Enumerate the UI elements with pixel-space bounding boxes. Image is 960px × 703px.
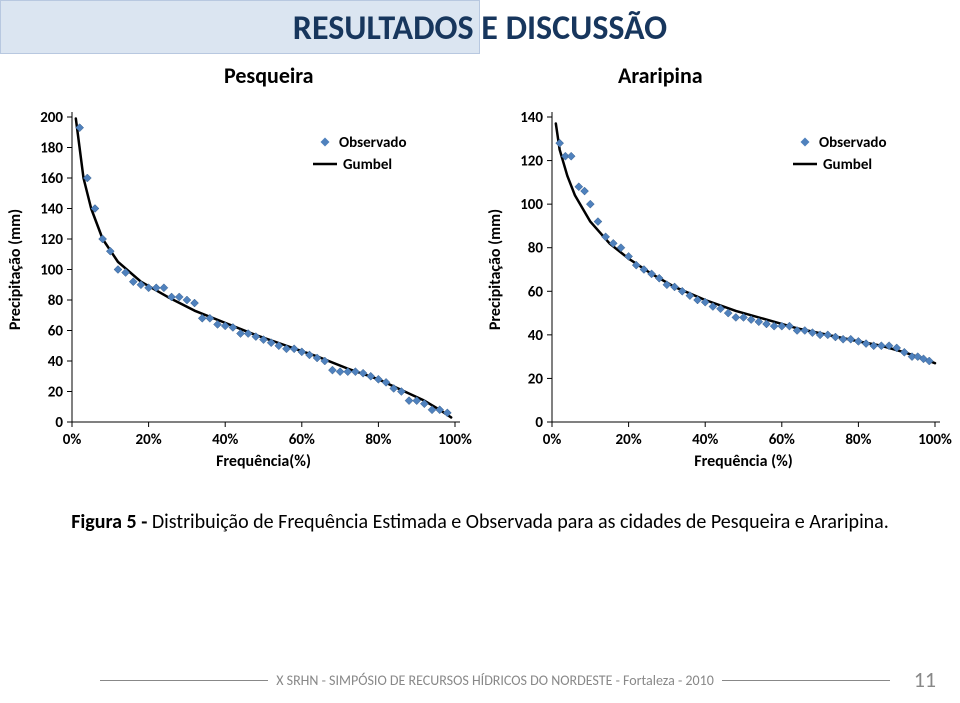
svg-text:160: 160 (40, 170, 63, 188)
subtitle-row: Pesqueira Araripina (0, 62, 960, 98)
svg-text:Observado: Observado (339, 134, 407, 152)
svg-text:80%: 80% (365, 431, 391, 449)
svg-text:40: 40 (48, 353, 64, 371)
svg-text:20: 20 (528, 370, 544, 388)
charts-row: 0204060801001201401601802000%20%40%60%80… (0, 102, 960, 482)
chart-left-cell: 0 20 40 60 80 100 120 140 160 180 200 0% 20% 40% 60% 80… (0, 102, 480, 482)
svg-text:0: 0 (535, 414, 543, 432)
footer: X SRHN - SIMPÓSIO DE RECURSOS HÍDRICOS D… (0, 672, 960, 689)
caption-body: Distribuição de Frequência Estimada e Ob… (152, 510, 889, 534)
svg-text:120: 120 (40, 231, 63, 249)
svg-text:80%: 80% (845, 431, 871, 449)
chart-left: 0 20 40 60 80 100 120 140 160 180 200 0% 20% 40% 60% 80… (0, 102, 480, 482)
chart-right: 0 20 40 60 80 100 120 140 0% 20% 40% 60% 80% 100% Freq… (480, 102, 960, 482)
svg-text:100%: 100% (918, 431, 952, 449)
svg-text:Gumbel: Gumbel (343, 156, 392, 174)
svg-text:60: 60 (528, 283, 544, 301)
svg-text:0: 0 (55, 414, 63, 432)
footer-line-right (722, 680, 890, 681)
svg-text:Observado: Observado (819, 134, 887, 152)
svg-text:20%: 20% (136, 431, 162, 449)
svg-text:120: 120 (520, 153, 543, 171)
svg-text:60%: 60% (289, 431, 315, 449)
svg-text:Precipitação (mm): Precipitação (mm) (486, 209, 505, 330)
subtitle-left: Pesqueira (224, 62, 314, 89)
svg-text:60%: 60% (769, 431, 795, 449)
figure-caption: Figura 5 - Distribuição de Frequência Es… (0, 510, 960, 534)
svg-text:Frequência(%): Frequência(%) (216, 452, 311, 471)
svg-text:100%: 100% (438, 431, 472, 449)
svg-text:140: 140 (40, 201, 63, 219)
svg-text:40%: 40% (212, 431, 238, 449)
page-title: RESULTADOS E DISCUSSÃO (0, 8, 960, 49)
svg-text:100: 100 (40, 262, 63, 280)
subtitle-right: Araripina (618, 62, 703, 89)
svg-text:Frequência (%): Frequência (%) (694, 452, 793, 471)
svg-text:60: 60 (48, 323, 64, 341)
svg-text:40: 40 (528, 327, 544, 345)
svg-text:20%: 20% (616, 431, 642, 449)
svg-text:20: 20 (48, 384, 64, 402)
svg-text:100: 100 (520, 196, 543, 214)
svg-text:140: 140 (520, 109, 543, 127)
svg-text:80: 80 (528, 240, 544, 258)
caption-prefix: Figura 5 - (71, 510, 152, 534)
svg-text:Gumbel: Gumbel (823, 156, 872, 174)
chart-right-cell: 0 20 40 60 80 100 120 140 0% 20% 40% 60% 80% 100% Freq… (480, 102, 960, 482)
footer-line-left (100, 680, 268, 681)
footer-text: X SRHN - SIMPÓSIO DE RECURSOS HÍDRICOS D… (276, 672, 714, 689)
svg-text:180: 180 (40, 140, 63, 158)
svg-text:0%: 0% (63, 431, 82, 449)
svg-text:200: 200 (40, 109, 63, 127)
svg-text:40%: 40% (692, 431, 718, 449)
svg-text:0%: 0% (543, 431, 562, 449)
svg-text:80: 80 (48, 292, 64, 310)
footer-page-number: 11 (914, 666, 936, 693)
svg-text:Precipitação (mm): Precipitação (mm) (6, 209, 25, 330)
